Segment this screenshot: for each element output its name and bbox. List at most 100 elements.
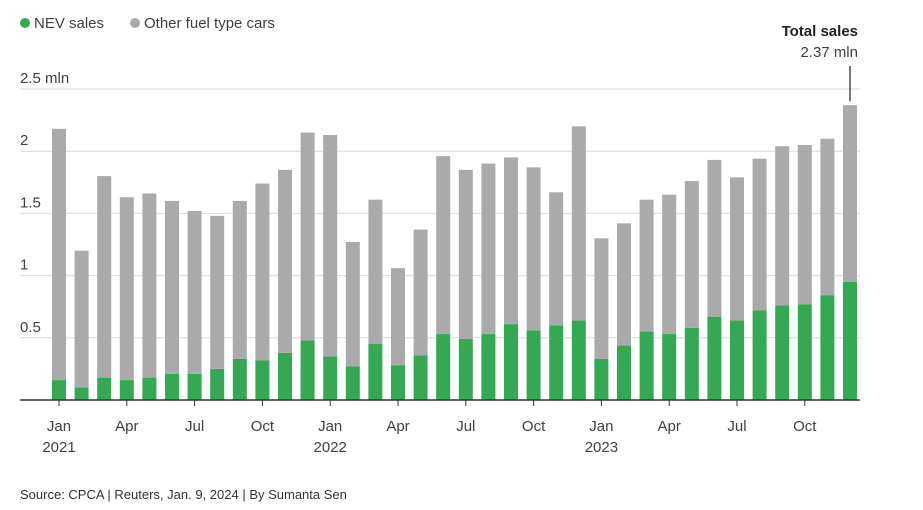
x-tick-label-2: Jul [185,418,204,435]
bar-other-2022-05 [413,229,428,356]
bar-other-2023-11 [820,138,835,296]
bar-nev-2022-09 [504,324,518,400]
x-tick-label-6: Jul [456,418,475,435]
bar-other-2023-12 [843,105,857,282]
total-sales-annotation: Total sales 2.37 mln [782,23,858,102]
bar-other-2021-05 [142,193,157,378]
bar-nev-2021-06 [165,373,179,400]
bar-nev-2022-10 [526,330,541,400]
bar-other-2022-09 [504,157,518,325]
bar-nev-2022-08 [481,334,496,400]
bar-other-2021-11 [278,169,292,353]
x-year-label-2023: 2023 [585,439,618,456]
y-tick-label-1: 1 [20,257,28,274]
bar-other-2023-06 [707,159,722,317]
bar-other-2021-12 [300,132,315,341]
bar-nev-2023-03 [639,331,654,400]
bar-nev-2022-07 [458,339,473,400]
bar-nev-2022-04 [391,365,405,400]
x-tick-label-1: Apr [115,418,138,435]
x-tick-label-8: Jan [589,418,613,435]
bar-other-2023-09 [775,146,790,306]
x-tick-label-4: Jan [318,418,342,435]
source-note: Source: CPCA | Reuters, Jan. 9, 2024 | B… [20,487,347,502]
y-tick-label-3: 2 [20,132,28,149]
bar-other-2021-07 [187,210,202,374]
bar-other-2022-01 [323,135,338,357]
bar-nev-2023-12 [843,281,857,400]
bar-nev-2021-10 [255,360,270,400]
bar-nev-2021-04 [119,380,134,400]
legend-label-1: Other fuel type cars [144,15,275,32]
bar-nev-2022-06 [436,334,451,400]
bar-other-2023-03 [639,199,654,332]
bar-nev-2023-05 [684,327,699,400]
bar-other-2023-10 [797,144,812,305]
bar-other-2023-05 [684,181,699,328]
bar-nev-2021-07 [187,373,202,400]
bar-nev-2021-03 [97,377,112,400]
legend-label-0: NEV sales [34,15,104,32]
bar-nev-2021-11 [278,352,292,400]
bar-other-2023-07 [730,177,744,321]
x-tick-label-5: Apr [386,418,409,435]
y-tick-label-0: 0.5 [20,319,41,336]
x-tick-label-9: Apr [658,418,681,435]
x-year-label-2021: 2021 [42,439,75,456]
bars [52,105,857,400]
bar-nev-2022-12 [571,320,586,400]
bar-other-2021-10 [255,183,270,361]
bar-nev-2023-06 [707,316,722,400]
bar-other-2021-06 [165,200,179,374]
x-tick-label-0: Jan [47,418,71,435]
legend-marker-0 [20,18,30,28]
bar-nev-2023-07 [730,320,744,400]
bar-nev-2022-02 [345,366,360,400]
bar-other-2022-08 [481,163,496,335]
bar-nev-2022-11 [549,325,564,400]
legend: NEV sales Other fuel type cars [20,15,275,32]
bar-nev-2023-10 [797,304,812,400]
bar-nev-2022-05 [413,355,428,400]
bar-other-2023-04 [662,194,677,335]
annotation-value: 2.37 mln [800,44,858,61]
bar-other-2022-06 [436,156,451,335]
bar-other-2022-10 [526,167,541,331]
y-axis-tick-labels: 0.5 1 1.5 2 2.5 mln [20,70,69,336]
bar-other-2023-02 [617,223,631,346]
bar-nev-2023-02 [617,345,631,400]
bar-other-2023-01 [594,238,609,359]
bar-nev-2023-01 [594,358,609,400]
annotation-title: Total sales [782,23,858,40]
legend-marker-1 [130,18,140,28]
bar-nev-2021-05 [142,377,157,400]
x-tick-label-3: Oct [251,418,275,435]
x-tick-label-11: Oct [793,418,817,435]
bar-nev-2021-08 [210,368,225,400]
bar-nev-2021-12 [300,340,315,400]
x-tick-label-10: Jul [727,418,746,435]
bar-other-2023-08 [752,158,767,311]
bar-nev-2023-04 [662,334,677,400]
bar-nev-2023-08 [752,310,767,400]
bar-nev-2021-09 [232,358,247,400]
bar-other-2021-01 [52,128,66,381]
bar-nev-2022-01 [323,356,338,400]
bar-nev-2023-09 [775,305,790,400]
bar-other-2022-03 [368,199,383,345]
bar-other-2021-04 [119,197,134,381]
x-axis: Jan 2021 Apr Jul Oct Jan 2022 Apr Jul Oct Jan 2023 A… [20,399,860,456]
bar-other-2022-11 [549,192,564,326]
bar-other-2022-02 [345,242,360,367]
x-tick-label-7: Oct [522,418,546,435]
y-tick-label-2: 1.5 [20,194,41,211]
bar-other-2021-03 [97,176,112,378]
y-tick-label-4: 2.5 mln [20,70,69,87]
bar-other-2021-02 [74,250,89,388]
bar-nev-2021-02 [74,387,89,400]
bar-other-2021-08 [210,215,225,369]
bar-other-2021-09 [232,200,247,359]
bar-other-2022-04 [391,268,405,366]
